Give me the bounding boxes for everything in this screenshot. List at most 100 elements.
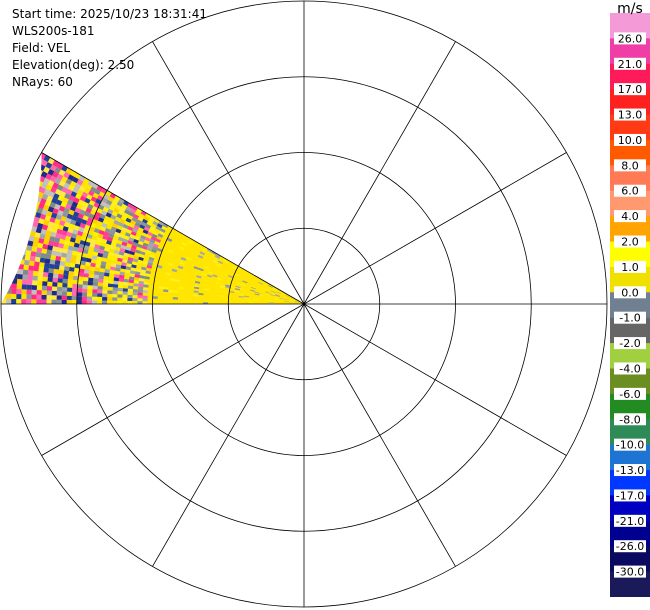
velocity-cell bbox=[94, 244, 101, 250]
velocity-cell bbox=[45, 253, 52, 260]
velocity-cell bbox=[196, 275, 202, 279]
velocity-cell bbox=[142, 229, 149, 235]
velocity-cell bbox=[240, 288, 246, 291]
velocity-cell bbox=[97, 252, 104, 258]
velocity-cell bbox=[82, 284, 88, 289]
velocity-cell bbox=[63, 239, 70, 246]
velocity-cell bbox=[94, 211, 102, 218]
velocity-cell bbox=[109, 192, 116, 199]
velocity-cell bbox=[232, 266, 238, 270]
velocity-cell bbox=[218, 293, 224, 296]
velocity-cell bbox=[121, 241, 128, 247]
velocity-cell bbox=[51, 227, 58, 234]
velocity-cell bbox=[139, 250, 146, 256]
colorbar-tick-label: -30.0 bbox=[616, 566, 644, 579]
velocity-cell bbox=[6, 283, 12, 289]
velocity-cell bbox=[122, 291, 128, 295]
velocity-cell bbox=[132, 295, 138, 299]
velocity-cell bbox=[155, 225, 162, 231]
velocity-cell bbox=[87, 281, 94, 286]
velocity-cell bbox=[150, 236, 157, 241]
velocity-cell bbox=[152, 293, 158, 297]
velocity-cell bbox=[98, 275, 104, 280]
velocity-cell bbox=[106, 199, 113, 206]
velocity-cell bbox=[102, 300, 108, 304]
velocity-cell bbox=[127, 300, 133, 304]
velocity-cell bbox=[113, 277, 119, 282]
velocity-cell bbox=[240, 284, 247, 288]
velocity-cell bbox=[191, 256, 198, 261]
velocity-cell bbox=[238, 295, 244, 298]
colorbar-tick-label: -4.0 bbox=[619, 362, 640, 375]
velocity-cell bbox=[103, 231, 110, 237]
velocity-cell bbox=[44, 234, 51, 241]
velocity-cell bbox=[43, 219, 50, 226]
velocity-cell bbox=[71, 201, 78, 208]
velocity-cell bbox=[72, 211, 80, 218]
velocity-cell bbox=[173, 290, 179, 293]
velocity-cell bbox=[68, 195, 76, 202]
velocity-cell bbox=[158, 230, 165, 236]
velocity-cell bbox=[198, 292, 204, 296]
velocity-cell bbox=[84, 265, 91, 271]
velocity-cell bbox=[40, 252, 47, 259]
velocity-cell bbox=[63, 221, 71, 228]
velocity-cell bbox=[41, 182, 48, 189]
velocity-cell bbox=[123, 278, 129, 283]
velocity-cell bbox=[25, 208, 32, 216]
velocity-cell bbox=[158, 286, 164, 290]
velocity-cell bbox=[19, 254, 26, 260]
velocity-cell bbox=[87, 285, 93, 290]
velocity-cell bbox=[18, 258, 25, 265]
velocity-cell bbox=[156, 223, 163, 229]
velocity-cell bbox=[274, 297, 280, 299]
velocity-cell bbox=[32, 241, 39, 248]
velocity-cell bbox=[7, 267, 14, 274]
velocity-cell bbox=[77, 230, 84, 237]
azimuth-spoke bbox=[152, 41, 305, 305]
velocity-cell bbox=[95, 224, 102, 230]
velocity-cell bbox=[136, 230, 143, 235]
velocity-cell bbox=[93, 247, 100, 253]
velocity-cell bbox=[239, 292, 245, 295]
velocity-cell bbox=[85, 207, 92, 214]
velocity-cell bbox=[128, 279, 134, 284]
velocity-cell bbox=[130, 267, 137, 272]
velocity-cell bbox=[19, 211, 26, 219]
velocity-cell bbox=[270, 291, 276, 295]
velocity-cell bbox=[1, 298, 7, 304]
velocity-cell bbox=[27, 270, 34, 276]
velocity-cell bbox=[16, 243, 23, 250]
velocity-cell bbox=[234, 290, 240, 293]
velocity-cell bbox=[83, 177, 90, 185]
velocity-cell bbox=[92, 251, 99, 257]
velocity-cell bbox=[9, 252, 16, 259]
velocity-cell bbox=[112, 287, 118, 291]
velocity-cell bbox=[80, 260, 86, 266]
velocity-cell bbox=[61, 211, 69, 218]
velocity-cell bbox=[112, 256, 118, 261]
velocity-cell bbox=[122, 288, 128, 292]
velocity-cell bbox=[193, 286, 200, 290]
velocity-cell bbox=[7, 272, 13, 279]
velocity-cell bbox=[170, 255, 176, 260]
velocity-cell bbox=[289, 300, 295, 302]
velocity-cell bbox=[162, 223, 169, 229]
velocity-cell bbox=[115, 243, 122, 248]
velocity-cell bbox=[101, 222, 108, 228]
velocity-cell bbox=[228, 275, 234, 279]
velocity-cell bbox=[8, 257, 15, 264]
velocity-cell bbox=[89, 266, 96, 271]
velocity-cell bbox=[56, 291, 62, 296]
velocity-cell bbox=[259, 294, 265, 297]
velocity-cell bbox=[125, 246, 132, 251]
velocity-cell bbox=[139, 224, 146, 230]
velocity-cell bbox=[112, 300, 118, 304]
velocity-cell bbox=[118, 221, 125, 228]
velocity-cell bbox=[6, 288, 12, 294]
velocity-cell bbox=[165, 272, 172, 276]
velocity-cell bbox=[224, 270, 230, 274]
velocity-cell bbox=[105, 212, 112, 218]
velocity-cell bbox=[70, 258, 76, 264]
colorbar-tick-bg bbox=[614, 337, 646, 350]
